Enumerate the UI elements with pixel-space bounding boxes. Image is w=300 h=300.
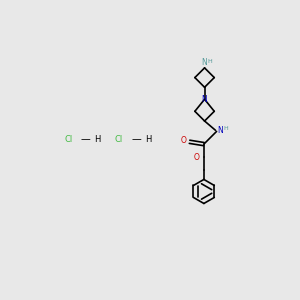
Text: H: H	[223, 126, 228, 131]
Text: N: N	[201, 58, 206, 67]
Text: —: —	[132, 134, 141, 144]
Text: O: O	[181, 136, 187, 146]
Text: O: O	[194, 153, 200, 162]
Text: Cl: Cl	[64, 135, 72, 144]
Text: N: N	[202, 95, 207, 104]
Text: —: —	[81, 134, 91, 144]
Text: H: H	[145, 135, 151, 144]
Text: H: H	[94, 135, 100, 144]
Text: H: H	[207, 59, 212, 64]
Text: N: N	[217, 126, 223, 135]
Text: Cl: Cl	[115, 135, 123, 144]
